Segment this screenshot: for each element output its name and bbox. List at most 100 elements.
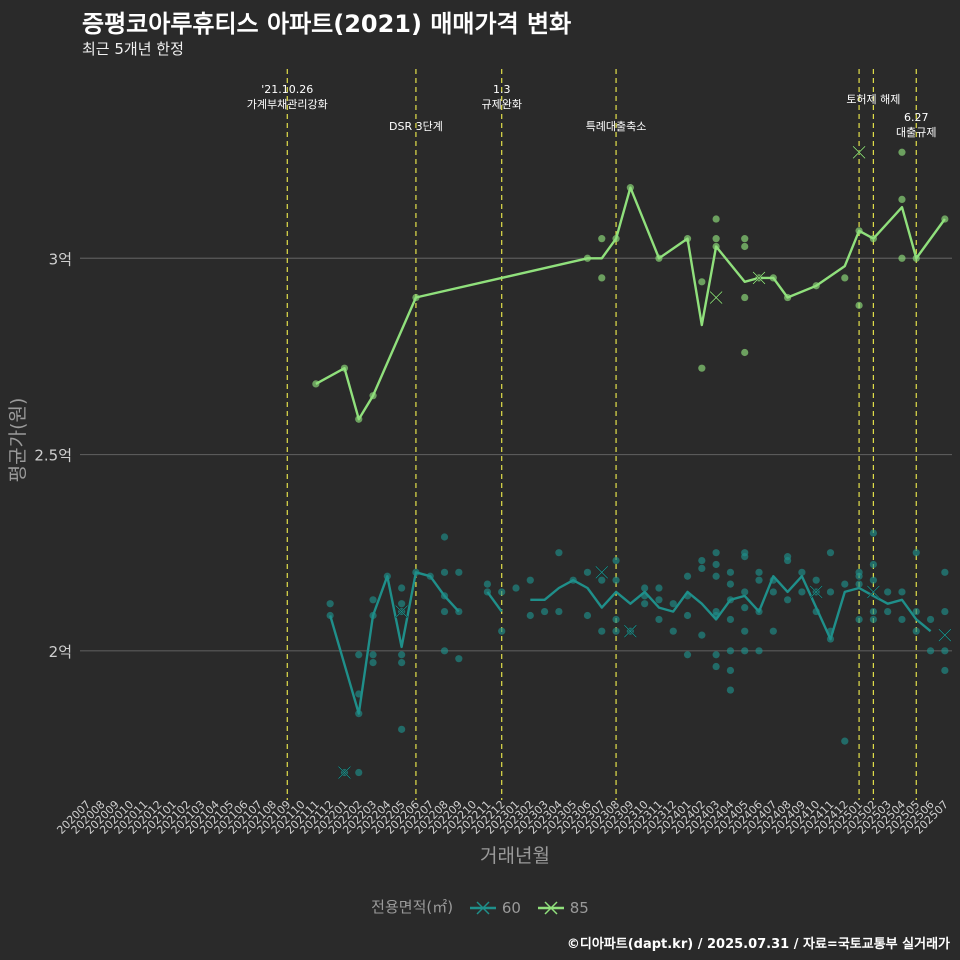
series-60-point <box>583 611 592 620</box>
series-60-point <box>812 607 820 616</box>
series-85-x-mark <box>752 271 766 285</box>
grid-lines <box>80 257 952 652</box>
series-60-point <box>812 576 820 584</box>
series-60-x-mark <box>809 585 823 599</box>
series-85-point <box>941 215 949 223</box>
series-60-point <box>412 568 420 576</box>
chart-title: 증평코아루휴티스 아파트(2021) 매매가격 변화 <box>82 10 572 38</box>
series-60-point <box>741 627 749 635</box>
series-85-point <box>841 274 849 282</box>
series-60-point <box>655 584 663 592</box>
series-85-point <box>855 301 863 309</box>
series-60-point <box>355 768 363 777</box>
series-60-point <box>941 666 949 675</box>
series-60-x-mark <box>395 605 409 619</box>
event-label: DSR 3단계 <box>389 120 443 133</box>
series-60-point <box>455 568 463 576</box>
series-60-x-mark <box>938 628 952 642</box>
series-85-point <box>741 235 749 243</box>
series-60-point <box>598 627 606 635</box>
series-60-point <box>698 556 706 565</box>
event-label: 토허제 해제 <box>846 92 900 106</box>
event-label: 6.27 대출규제 <box>896 111 936 139</box>
series-85-point <box>741 348 749 357</box>
legend-key-85 <box>537 901 564 915</box>
series-points <box>312 148 949 777</box>
legend: 전용면적(㎡) 60 85 <box>0 896 960 917</box>
series-60-point <box>855 615 863 624</box>
series-85-point <box>583 254 592 262</box>
series-60-point <box>583 568 592 576</box>
event-label: 특례대출축소 <box>586 120 647 133</box>
series-60-point <box>612 556 620 565</box>
series-60-line <box>329 571 932 715</box>
series-60-point <box>440 607 449 616</box>
series-60-point <box>569 576 577 584</box>
series-60-point <box>369 596 377 604</box>
series-60-point <box>769 627 777 635</box>
series-60-point <box>498 588 506 596</box>
series-85-point <box>612 235 620 243</box>
series-60-point <box>369 659 377 667</box>
series-60-x-mark <box>866 585 880 599</box>
series-60-point <box>669 600 677 608</box>
series-60-point <box>841 580 849 588</box>
series-60-point <box>612 615 620 624</box>
series-60-point <box>355 651 363 659</box>
series-60-point <box>798 568 806 576</box>
series-60-point <box>555 549 563 557</box>
chart-subtitle: 최근 5개년 한정 <box>82 40 184 58</box>
series-60-point <box>426 572 434 580</box>
series-85-point <box>712 242 720 251</box>
series-60-point <box>712 611 720 620</box>
event-label: 1.3 규제완화 <box>481 83 521 111</box>
series-60-x-mark <box>595 565 609 579</box>
series-60-point <box>726 666 735 675</box>
series-60-point <box>440 592 449 600</box>
legend-title: 전용면적(㎡) <box>371 898 454 916</box>
series-60-point <box>755 647 763 655</box>
series-60-point <box>683 611 692 620</box>
event-lines <box>286 69 917 800</box>
series-60-point <box>755 568 763 576</box>
series-60-point <box>398 659 406 667</box>
series-60-point <box>683 651 692 659</box>
y-tick-label: 2억 <box>49 643 72 661</box>
series-60-point <box>884 607 892 616</box>
series-85-point <box>812 282 820 290</box>
y-tick-label: 2.5억 <box>34 447 72 465</box>
series-60-point <box>712 572 720 580</box>
series-85-point <box>855 227 863 235</box>
series-60-point <box>540 607 549 616</box>
series-60-point <box>641 600 649 608</box>
series-85-point <box>869 235 877 243</box>
series-60-point <box>869 576 877 584</box>
series-60-point <box>741 588 749 596</box>
series-85-point <box>769 274 777 282</box>
legend-label-60: 60 <box>501 898 521 917</box>
source-caption: ©디아파트(dapt.kr) / 2025.07.31 / 자료=국토교통부 실… <box>566 937 950 952</box>
series-60-point <box>741 604 749 612</box>
series-60-point <box>726 596 735 604</box>
series-60-point <box>912 627 920 635</box>
series-60-point <box>440 647 449 655</box>
series-60-point <box>884 588 892 596</box>
series-85-point <box>369 392 377 400</box>
series-60-point <box>369 651 377 659</box>
series-60-point <box>726 615 735 624</box>
series-85-point <box>626 184 634 192</box>
event-label: '21.10.26 가계부채관리강화 <box>247 83 328 111</box>
series-60-point <box>741 647 749 655</box>
series-85-point <box>412 293 420 302</box>
series-60-point <box>326 611 334 620</box>
series-85-point <box>712 215 720 223</box>
series-60-point <box>526 576 534 584</box>
series-60-point <box>926 615 935 624</box>
series-60-point <box>826 588 835 596</box>
legend-label-85: 85 <box>569 898 589 917</box>
series-60-point <box>498 627 506 635</box>
series-85-point <box>898 254 906 262</box>
series-60-point <box>726 647 735 655</box>
series-60-point <box>712 651 720 659</box>
